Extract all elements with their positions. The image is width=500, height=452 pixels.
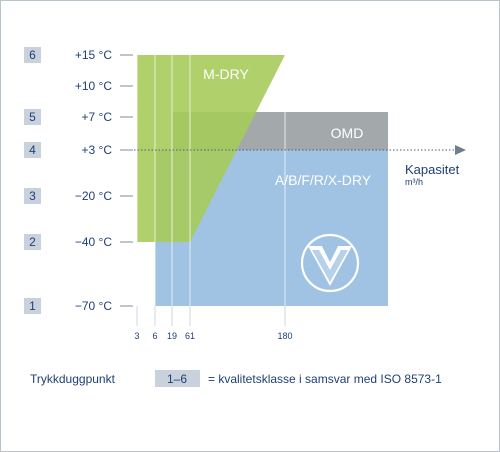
region-label-a-b-f-r-x-dry: A/B/F/R/X-DRY bbox=[275, 172, 372, 188]
y-tick-label: +3 °C bbox=[82, 143, 113, 157]
x-axis-label: Kapasitet bbox=[405, 162, 460, 177]
legend-class-range: 1–6 bbox=[167, 372, 187, 386]
x-tick-label: 3 bbox=[134, 331, 139, 341]
region-label-m-dry: M-DRY bbox=[203, 66, 249, 82]
company-logo-icon bbox=[300, 233, 360, 293]
x-tick-label: 6 bbox=[152, 331, 157, 341]
quality-class-label: 3 bbox=[29, 189, 36, 203]
quality-class-box bbox=[24, 142, 41, 158]
quality-class-label: 5 bbox=[29, 110, 36, 124]
x-tick-label: 61 bbox=[185, 331, 195, 341]
y-tick-label: −70 °C bbox=[75, 299, 112, 313]
quality-class-label: 4 bbox=[29, 143, 36, 157]
quality-class-box bbox=[24, 109, 41, 125]
x-axis-unit: m³/h bbox=[405, 177, 423, 187]
quality-class-box bbox=[24, 47, 41, 63]
quality-class-label: 2 bbox=[29, 235, 36, 249]
legend-pressure-dewpoint-label: Trykkduggpunkt bbox=[30, 372, 116, 386]
x-tick-label: 19 bbox=[167, 331, 177, 341]
x-axis-arrow-icon bbox=[455, 145, 466, 155]
legend-class-box bbox=[155, 370, 200, 387]
region-m-dry bbox=[137, 55, 285, 242]
capacity-guide-lines bbox=[136, 55, 286, 326]
capacity-ticks: 3 6 19 61 180 bbox=[134, 331, 292, 341]
y-tick-label: +15 °C bbox=[75, 48, 112, 62]
y-tick-label: −40 °C bbox=[75, 235, 112, 249]
y-tick-label: +7 °C bbox=[82, 110, 113, 124]
legend-iso-description: = kvalitetsklasse i samsvar med ISO 8573… bbox=[208, 372, 442, 386]
y-tick-label: −20 °C bbox=[75, 189, 112, 203]
region-label-omd: OMD bbox=[331, 125, 364, 141]
quality-class-label: 6 bbox=[29, 48, 36, 62]
quality-class-box bbox=[24, 234, 41, 250]
quality-class-box bbox=[24, 298, 41, 314]
quality-class-label: 1 bbox=[29, 299, 36, 313]
y-tick-label: +10 °C bbox=[75, 79, 112, 93]
dewpoint-ticks: +15 °C 6 +10 °C +7 °C 5 +3 °C 4 −20 °C 3 −40 °C 2 −… bbox=[24, 47, 133, 314]
quality-class-box bbox=[24, 188, 41, 204]
x-tick-label: 180 bbox=[277, 331, 292, 341]
